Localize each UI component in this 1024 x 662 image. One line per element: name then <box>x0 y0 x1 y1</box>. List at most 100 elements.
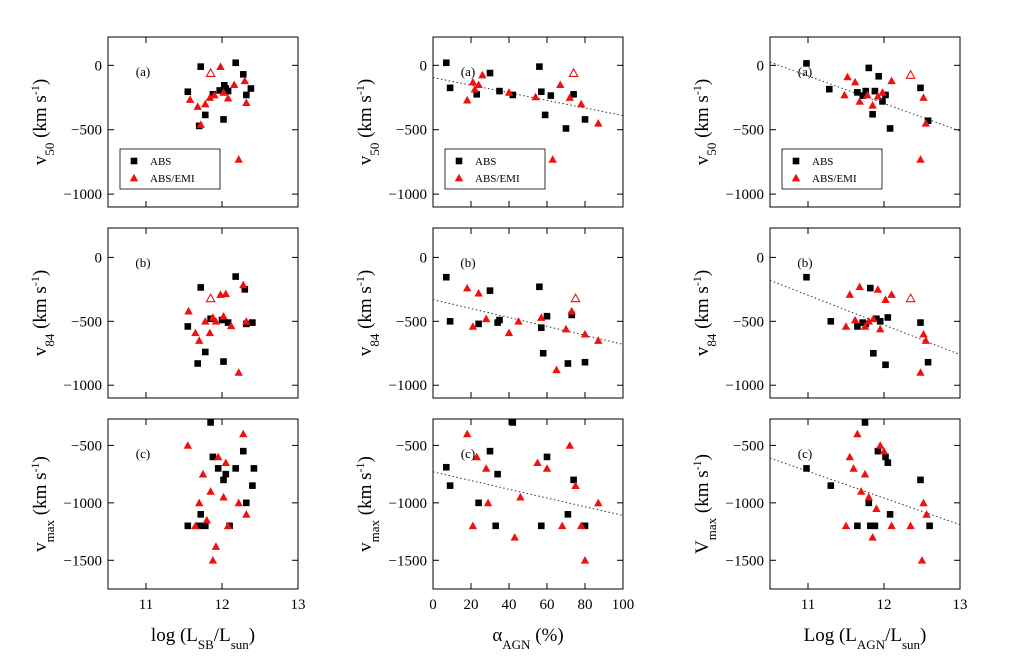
abs-point <box>443 59 450 67</box>
legend-box <box>119 148 221 190</box>
abs-emi-point <box>463 95 472 104</box>
abs-emi-point <box>482 464 491 472</box>
abs-emi-point <box>234 155 243 163</box>
abs-emi-point <box>594 498 603 507</box>
legend-abs-emi-label: ABS/EMI <box>812 173 857 185</box>
legend-abs-emi-label: ABS/EMI <box>150 173 195 185</box>
abs-emi-point <box>504 88 514 96</box>
abs-point <box>509 91 517 99</box>
abs-point <box>884 314 892 321</box>
abs-emi-point <box>531 92 540 101</box>
panel-tag: (c) <box>136 446 150 461</box>
abs-emi-point <box>533 458 542 467</box>
abs-point <box>879 98 886 105</box>
abs-emi-point <box>234 368 243 376</box>
abs-emi-point <box>468 521 478 530</box>
abs-emi-point <box>183 441 192 449</box>
plot-frame <box>769 418 961 590</box>
abs-point <box>443 463 450 471</box>
abs-point <box>917 84 924 92</box>
panel-2-1: 0 −500 −1000 (b) v84 (km s-1) <box>28 227 299 399</box>
abs-point <box>867 284 874 292</box>
abs-point <box>446 482 454 489</box>
abs-emi-point <box>876 324 885 333</box>
abs-point <box>581 116 589 123</box>
abs-point <box>214 465 222 472</box>
y-tick-label: 0 <box>757 250 765 266</box>
legend-abs-marker <box>792 157 800 165</box>
abs-emi-open-point <box>905 69 916 79</box>
abs-point <box>509 419 517 426</box>
legend-abs-label: ABS <box>812 156 833 168</box>
abs-point <box>218 316 226 324</box>
y-tick-label: 0 <box>95 58 103 74</box>
abs-point <box>232 465 239 472</box>
abs-emi-point <box>860 322 870 330</box>
abs-emi-point <box>223 93 233 102</box>
abs-point <box>875 72 882 80</box>
abs-emi-point <box>580 329 590 338</box>
y-tick-label: −500 <box>71 438 102 454</box>
abs-emi-point <box>887 521 896 530</box>
abs-emi-point <box>468 77 478 86</box>
legend-abs-label: ABS <box>150 156 171 168</box>
abs-emi-point <box>516 492 525 501</box>
legend-abs-emi-label: ABS/EMI <box>475 173 520 185</box>
legend: ABS ABS/EMI <box>444 148 546 190</box>
abs-emi-point <box>463 283 472 292</box>
y-tick-label: −500 <box>396 438 427 454</box>
abs-point <box>201 348 209 356</box>
abs-emi-open-point <box>568 67 579 77</box>
y-tick-label: −500 <box>71 314 102 330</box>
fit-line <box>432 299 624 345</box>
x-tick-label: 0 <box>429 597 437 613</box>
abs-point <box>224 319 232 326</box>
abs-point <box>496 316 503 324</box>
abs-point <box>220 116 227 123</box>
x-tick-label: 13 <box>953 597 968 613</box>
y-axis-label: v50 (km s-1) <box>353 79 382 165</box>
abs-emi-point <box>239 280 248 289</box>
abs-emi-point <box>873 92 883 100</box>
abs-point <box>869 110 876 118</box>
abs-point <box>871 87 879 95</box>
abs-emi-point <box>879 446 889 455</box>
abs-point <box>917 319 924 326</box>
abs-emi-point <box>853 429 862 438</box>
legend: ABS ABS/EMI <box>781 148 883 190</box>
abs-point <box>564 360 572 367</box>
abs-emi-point <box>184 306 193 315</box>
abs-point <box>926 522 933 530</box>
y-tick-label: −1000 <box>726 496 764 512</box>
abs-emi-point <box>565 93 574 101</box>
abs-point <box>862 87 870 95</box>
abs-emi-point <box>483 498 493 507</box>
abs-emi-point <box>917 556 927 564</box>
panel-2-3: 0 −500 −1000 (b) v84 (km s-1) <box>690 227 961 399</box>
abs-emi-point <box>482 314 491 323</box>
abs-emi-point <box>921 336 930 344</box>
abs-point <box>861 419 869 426</box>
abs-emi-point <box>887 290 896 298</box>
abs-emi-point <box>552 365 561 374</box>
abs-point <box>207 419 214 426</box>
abs-emi-open-point <box>905 292 916 303</box>
abs-emi-point <box>239 429 248 438</box>
abs-point <box>536 63 543 70</box>
abs-point <box>197 511 205 518</box>
abs-emi-point <box>211 317 221 325</box>
x-axis-label: Log (LAGN/Lsun) <box>804 625 927 652</box>
abs-point <box>184 88 192 96</box>
abs-emi-point <box>510 533 519 541</box>
abs-point <box>446 84 454 92</box>
abs-point <box>232 59 239 67</box>
abs-point <box>539 349 547 357</box>
abs-emi-point <box>577 99 586 108</box>
y-axis-label: v84 (km s-1) <box>353 270 382 356</box>
abs-point <box>538 522 545 530</box>
abs-point <box>250 465 258 472</box>
abs-emi-point <box>556 80 565 89</box>
y-tick-label: −1000 <box>389 496 427 512</box>
abs-emi-point <box>211 542 221 550</box>
legend-box <box>444 148 546 190</box>
